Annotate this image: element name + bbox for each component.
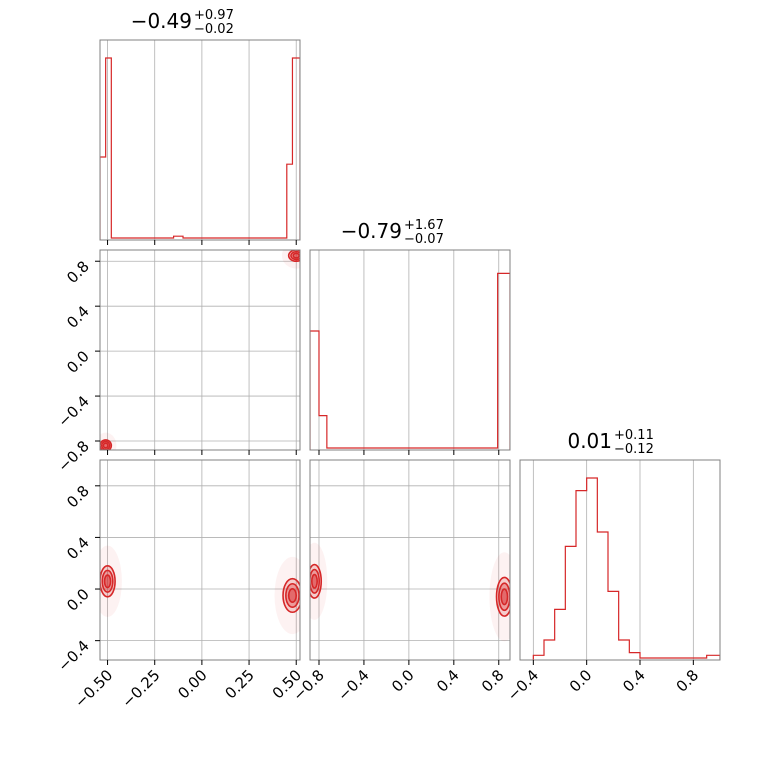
density-contour — [292, 252, 300, 259]
density-halo — [274, 556, 300, 635]
density-contour — [102, 442, 109, 449]
x-tick-label-col0: 0.25 — [222, 666, 258, 702]
y-tick-label-row1: 0.8 — [63, 257, 93, 287]
panel-title-0: −0.49 +0.97−0.02 — [131, 8, 234, 37]
density-panel-2 — [309, 459, 511, 661]
histogram-step-1 — [310, 272, 510, 450]
x-tick-label-col1: 0.0 — [388, 666, 418, 696]
density-panel-0 — [99, 249, 301, 451]
title-plus-error: +1.67 — [404, 218, 444, 233]
density-contour — [310, 573, 318, 589]
x-tick-label-col2: 0.0 — [566, 666, 596, 696]
x-tick-label-col0: −0.50 — [71, 666, 116, 711]
y-tick-label-row1: 0.0 — [63, 347, 93, 377]
y-tick-label-row2: −0.4 — [54, 637, 92, 675]
panel-title-2: 0.01 +0.11−0.12 — [567, 428, 653, 457]
x-tick-label-col0: −0.25 — [118, 666, 163, 711]
title-minus-error: −0.07 — [404, 232, 444, 247]
panel-title-1: −0.79 +1.67−0.07 — [341, 218, 444, 247]
histogram-panel-0 — [99, 39, 301, 241]
histogram-panel-1 — [309, 249, 511, 451]
histogram-step-0 — [100, 57, 300, 240]
y-tick-label-row2: 0.4 — [63, 534, 93, 564]
density-group-1 — [100, 545, 300, 635]
density-halo — [489, 552, 510, 642]
x-tick-label-col0: 0.00 — [174, 666, 210, 702]
density-contour — [103, 574, 112, 589]
x-tick-label-col1: 0.4 — [433, 666, 463, 696]
density-contour — [285, 582, 300, 609]
y-tick-label-row1: −0.8 — [54, 437, 92, 475]
y-tick-label-row1: −0.4 — [54, 392, 92, 430]
title-median: −0.49 — [131, 9, 192, 33]
title-plus-error: +0.11 — [614, 428, 654, 443]
x-tick-label-col2: −0.4 — [504, 666, 542, 704]
density-panel-1 — [99, 459, 301, 661]
density-contour — [287, 587, 298, 603]
density-contour — [500, 588, 509, 606]
x-tick-label-col2: 0.8 — [673, 666, 703, 696]
y-tick-label-row1: 0.4 — [63, 302, 93, 332]
density-contour — [101, 569, 114, 593]
density-group-0 — [100, 250, 300, 450]
title-median: 0.01 — [567, 429, 612, 453]
y-tick-label-row2: 0.8 — [63, 482, 93, 512]
title-plus-error: +0.97 — [194, 8, 234, 23]
histogram-panel-2 — [519, 459, 721, 661]
x-tick-label-col2: 0.4 — [619, 666, 649, 696]
title-minus-error: −0.02 — [194, 22, 234, 37]
density-group-2 — [310, 542, 510, 642]
title-median: −0.79 — [341, 219, 402, 243]
histogram-step-2 — [532, 477, 720, 660]
x-tick-label-col1: −0.4 — [334, 666, 372, 704]
y-tick-label-row2: 0.0 — [63, 585, 93, 615]
title-minus-error: −0.12 — [614, 442, 654, 457]
